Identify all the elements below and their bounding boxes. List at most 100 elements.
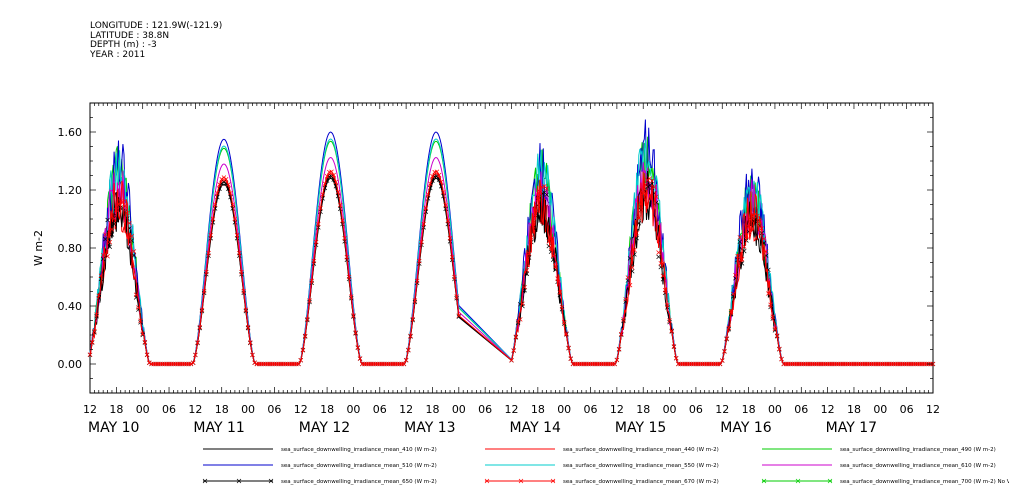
series-marker	[241, 288, 246, 294]
series-marker	[307, 298, 312, 303]
y-tick-label: 1.20	[58, 184, 83, 197]
series-marker	[739, 261, 745, 266]
series-marker	[746, 224, 751, 229]
series-marker	[509, 357, 514, 363]
legend-label: sea_surface_downwelling_irradiance_mean_…	[840, 463, 996, 469]
series-marker	[329, 169, 334, 174]
series-marker	[566, 345, 571, 351]
series-marker	[627, 282, 633, 288]
legend-item: sea_surface_downwelling_irradiance_mean_…	[203, 447, 437, 453]
x-tick-label: 00	[873, 403, 887, 416]
series-marker	[757, 218, 762, 223]
series-marker	[443, 206, 448, 212]
x-date-label: MAY 13	[404, 420, 455, 436]
series-marker	[111, 216, 117, 221]
series-marker	[741, 248, 747, 254]
header-depth: DEPTH (m) : -3	[90, 40, 157, 50]
legend-marker	[236, 478, 242, 484]
series-marker	[208, 232, 213, 238]
series-marker	[353, 330, 358, 335]
series-marker	[544, 186, 549, 191]
series-marker	[120, 199, 126, 205]
series-marker	[777, 346, 782, 352]
series-marker	[201, 288, 207, 294]
x-date-label: MAY 16	[720, 420, 771, 436]
legend-label: sea_surface_downwelling_irradiance_mean_…	[840, 479, 1009, 485]
series-marker	[425, 192, 431, 197]
series-marker	[318, 205, 323, 211]
series-marker	[228, 190, 233, 196]
legend: sea_surface_downwelling_irradiance_mean_…	[202, 447, 1009, 485]
series-marker	[410, 316, 415, 322]
legend-item: sea_surface_downwelling_irradiance_mean_…	[762, 463, 996, 469]
series-marker	[243, 307, 249, 313]
series-marker	[766, 291, 771, 296]
legend-marker	[827, 478, 833, 484]
legend-marker	[202, 478, 208, 484]
series-marker	[612, 361, 617, 367]
series-marker	[318, 209, 323, 214]
series-marker	[748, 217, 754, 222]
series-marker	[616, 346, 622, 352]
legend-label: sea_surface_downwelling_irradiance_mean_…	[563, 447, 719, 453]
x-date-label: MAY 15	[615, 420, 666, 436]
series-marker	[217, 182, 222, 187]
legend-item: sea_surface_downwelling_irradiance_mean_…	[203, 463, 437, 469]
series-marker	[199, 307, 205, 313]
series-marker	[561, 319, 567, 325]
series-marker	[109, 232, 115, 237]
x-date-label: MAY 11	[193, 420, 244, 436]
series-marker	[423, 209, 429, 214]
series-marker	[640, 190, 646, 196]
series-marker	[144, 352, 150, 357]
series-marker	[100, 252, 106, 258]
series-6	[87, 170, 936, 367]
series-marker	[770, 314, 775, 320]
series-marker	[518, 317, 523, 322]
series-marker	[658, 260, 664, 266]
series-marker	[111, 221, 117, 227]
series-marker	[555, 276, 560, 281]
series-marker	[239, 269, 244, 275]
x-tick-label: 06	[373, 403, 387, 416]
series-marker	[114, 207, 119, 213]
x-tick-label: 00	[452, 403, 466, 416]
series-marker	[142, 339, 148, 345]
series-marker	[237, 250, 242, 256]
series-marker	[526, 251, 532, 256]
series-marker	[436, 172, 442, 178]
series-marker	[212, 202, 218, 207]
x-tick-label: 06	[794, 403, 808, 416]
series-marker	[215, 190, 220, 196]
header-latitude: LATITUDE : 38.8N	[90, 30, 170, 41]
series-marker	[649, 178, 655, 184]
series-marker	[331, 172, 336, 178]
series-marker	[660, 273, 666, 279]
series-marker	[717, 361, 723, 367]
series-marker	[313, 239, 319, 245]
series-marker	[412, 298, 418, 303]
series-marker	[735, 253, 740, 259]
series-marker	[423, 205, 429, 211]
series-marker	[252, 360, 257, 366]
y-tick-label: 0.80	[58, 242, 83, 255]
series-marker	[136, 305, 141, 310]
series-marker	[96, 293, 102, 299]
series-marker	[619, 331, 624, 337]
series-marker	[430, 173, 435, 179]
series-marker	[550, 253, 556, 258]
series-marker	[342, 236, 347, 241]
series-7	[87, 169, 936, 367]
series-marker	[737, 235, 743, 240]
series-marker	[744, 233, 749, 238]
series-marker	[667, 319, 672, 325]
series-marker	[623, 297, 628, 302]
series-marker	[456, 314, 462, 319]
series-marker	[634, 230, 639, 236]
legend-label: sea_surface_downwelling_irradiance_mean_…	[281, 463, 437, 469]
series-marker	[195, 340, 200, 345]
series-marker	[340, 218, 345, 223]
series-marker	[419, 239, 424, 245]
series-marker	[546, 239, 552, 244]
x-date-label: MAY 14	[510, 420, 561, 436]
